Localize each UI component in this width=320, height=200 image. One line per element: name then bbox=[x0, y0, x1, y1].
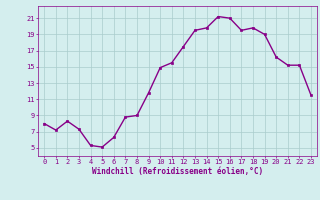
X-axis label: Windchill (Refroidissement éolien,°C): Windchill (Refroidissement éolien,°C) bbox=[92, 167, 263, 176]
